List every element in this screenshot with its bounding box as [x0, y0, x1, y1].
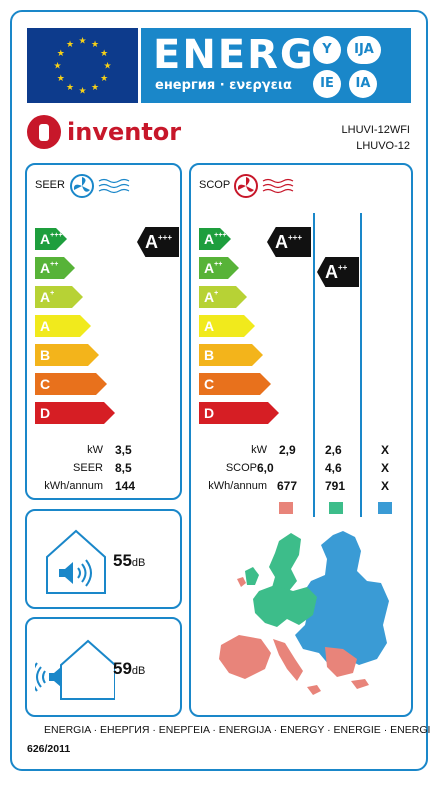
- warmer-zone-italy: [273, 639, 303, 681]
- colder-zone-shape: [295, 531, 389, 665]
- lang-code: Y: [313, 36, 341, 64]
- scop-value-average: 2,6: [325, 443, 342, 457]
- seer-label: kW: [87, 444, 103, 456]
- seer-class-bar: A+: [35, 286, 83, 308]
- warmer-zone-iberia: [219, 635, 271, 679]
- scop-value-colder: X: [381, 461, 390, 475]
- europe-climate-zone-map: [219, 531, 389, 695]
- scop-rating-arrow-average: A++: [317, 257, 359, 287]
- lang-code: IA: [349, 70, 377, 98]
- energ-word: ENERG: [153, 32, 315, 78]
- model-indoor: LHUVI-12WFI: [341, 124, 410, 136]
- eu-star: ★: [66, 82, 74, 92]
- eu-star: ★: [57, 48, 65, 58]
- warmer-zone-cyprus: [351, 679, 369, 689]
- average-zone-central: [253, 585, 317, 627]
- scop-class-bar: D: [199, 402, 279, 424]
- eu-star: ★: [78, 36, 86, 46]
- scop-value-warmer: 6,0: [257, 461, 274, 475]
- lang-code: IE: [313, 70, 341, 98]
- eu-star: ★: [91, 39, 99, 49]
- scop-value-colder: X: [381, 479, 390, 493]
- eu-flag: ★ ★ ★ ★ ★ ★ ★ ★ ★ ★ ★ ★: [27, 28, 138, 103]
- brand-logo-icon: [27, 115, 61, 149]
- scop-label: SCOP: [225, 462, 257, 474]
- seer-class-bar: A++: [35, 257, 75, 279]
- indoor-unit-house-icon: [46, 529, 106, 594]
- noise-outdoor-unit: dB: [131, 665, 146, 677]
- scop-label: kWh/annum: [208, 480, 267, 492]
- lang-code: IJA: [347, 36, 381, 64]
- zone-divider: [360, 213, 362, 517]
- zone-swatch-warmer: [279, 502, 293, 514]
- scop-class-bar: A+: [199, 286, 247, 308]
- seer-class-bar: B: [35, 344, 99, 366]
- scop-class-bar: A: [199, 315, 255, 337]
- eu-star: ★: [91, 82, 99, 92]
- model-outdoor: LHUVO-12: [356, 140, 410, 152]
- eu-star: ★: [103, 61, 111, 71]
- zone-divider: [313, 213, 315, 517]
- scop-value-average: 791: [325, 479, 346, 493]
- scop-class-bar: A+++: [199, 228, 231, 250]
- scop-value-average: 4,6: [325, 461, 342, 475]
- noise-outdoor-panel: 59dB: [25, 617, 182, 717]
- zone-swatch-colder: [378, 502, 392, 514]
- noise-outdoor-number: 59: [113, 659, 132, 678]
- footer-energy-words: ENERGIA · ЕНЕРГИЯ · ΕΝΕΡΓΕΙΑ · ENERGIJA …: [44, 724, 431, 736]
- scop-class-bar: C: [199, 373, 271, 395]
- seer-rating-arrow: A+++: [137, 227, 179, 257]
- outdoor-unit-house-icon: [35, 639, 115, 700]
- energy-header: ENERG енергия · ενεργεια Y IJA IE IA: [141, 28, 411, 103]
- scop-label: kW: [251, 444, 267, 456]
- eu-stars-icon: ★ ★★★★★★★★★★★: [53, 36, 111, 96]
- seer-class-bar: C: [35, 373, 107, 395]
- scop-class-bar: A++: [199, 257, 239, 279]
- average-zone-uk: [245, 567, 259, 585]
- seer-panel: SEER A+++ A++ A+ A B C D A+++ kW SEER kWh/annu…: [25, 163, 182, 500]
- heating-fan-icon: [234, 174, 294, 198]
- warmer-zone-balkans: [325, 647, 357, 677]
- seer-label: SEER: [73, 462, 103, 474]
- seer-value: 144: [115, 479, 136, 493]
- seer-value: 8,5: [115, 461, 132, 475]
- scop-rating-arrow-warmer: A+++: [267, 227, 311, 257]
- warmer-zone-island: [307, 685, 321, 695]
- noise-indoor-value: 55dB: [113, 551, 145, 571]
- noise-indoor-panel: 55dB: [25, 509, 182, 609]
- scop-class-bar: B: [199, 344, 263, 366]
- brand-name: inventor: [67, 118, 182, 146]
- seer-label: kWh/annum: [44, 480, 103, 492]
- regulation-number: 626/2011: [27, 743, 71, 755]
- label-frame: [10, 10, 428, 771]
- scop-panel: SCOP A+++ A++ A+ A B C D A+++ A++ kW SCOP kWh/…: [189, 163, 413, 717]
- scop-title: SCOP: [199, 179, 231, 191]
- energ-subtitle: енергия · ενεργεια: [155, 78, 292, 93]
- seer-class-bar: A: [35, 315, 91, 337]
- eu-star: ★: [57, 73, 65, 83]
- seer-class-bar: D: [35, 402, 115, 424]
- eu-star: ★: [78, 86, 86, 96]
- scop-value-warmer: 677: [277, 479, 298, 493]
- seer-class-bar: A+++: [35, 228, 67, 250]
- warmer-zone-ireland: [237, 577, 246, 587]
- scop-value-warmer: 2,9: [279, 443, 296, 457]
- zone-swatch-average: [329, 502, 343, 514]
- cooling-fan-icon: [70, 174, 130, 198]
- eu-star: ★: [66, 39, 74, 49]
- eu-star: ★: [53, 61, 61, 71]
- scop-value-colder: X: [381, 443, 390, 457]
- eu-star: ★: [100, 73, 108, 83]
- noise-outdoor-value: 59dB: [113, 659, 145, 679]
- seer-title: SEER: [35, 179, 65, 191]
- noise-indoor-unit: dB: [131, 557, 146, 569]
- noise-indoor-number: 55: [113, 551, 132, 570]
- eu-star: ★: [100, 48, 108, 58]
- seer-value: 3,5: [115, 443, 132, 457]
